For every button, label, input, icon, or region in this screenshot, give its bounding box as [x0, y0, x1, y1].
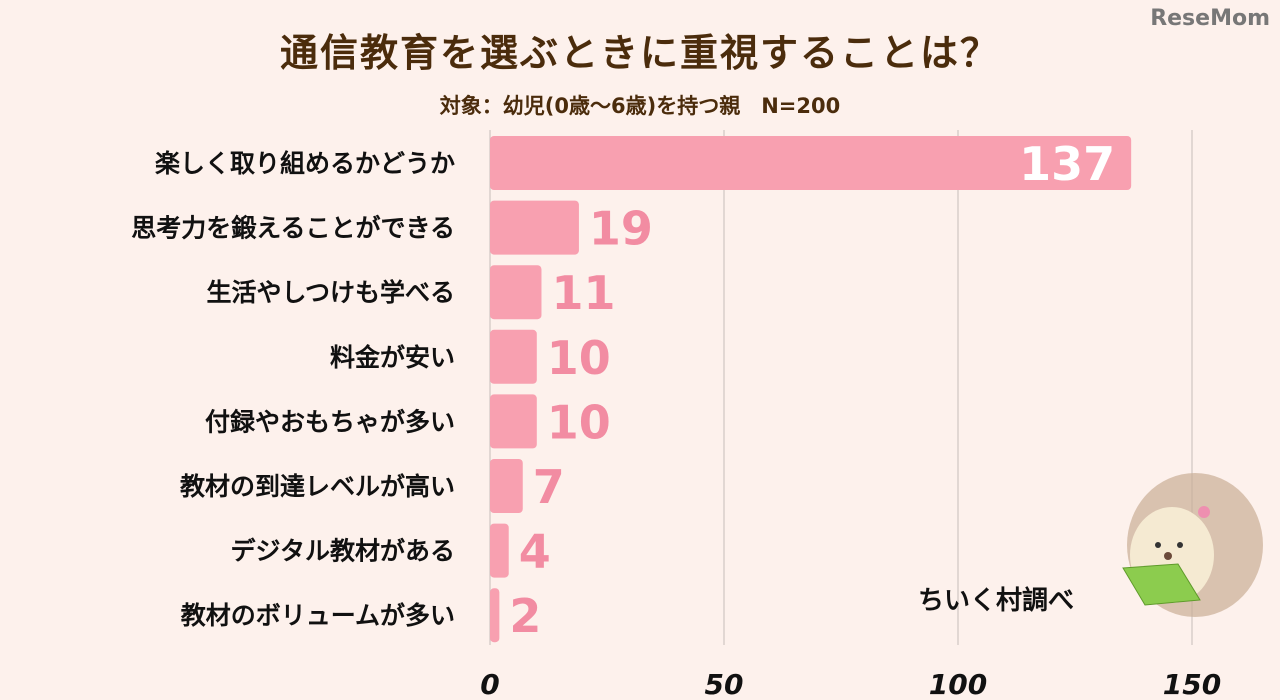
- bar: [490, 200, 579, 255]
- category-label: デジタル教材がある: [230, 537, 455, 566]
- value-label: 10: [547, 395, 611, 449]
- category-label: 料金が安い: [330, 343, 455, 372]
- category-label: 生活やしつけも学べる: [206, 278, 455, 307]
- value-label: 7: [533, 460, 565, 514]
- value-label: 4: [519, 525, 551, 579]
- category-label: 楽しく取り組めるかどうか: [155, 149, 455, 178]
- x-tick-label: 150: [1163, 668, 1221, 700]
- x-tick-label: 0: [480, 668, 499, 700]
- bar: [490, 588, 500, 643]
- chart-title: 通信教育を選ぶときに重視することは？: [279, 31, 1000, 75]
- value-label: 2: [509, 589, 541, 643]
- bar: [490, 329, 537, 384]
- resemom-logo: ReseMom: [1150, 6, 1270, 31]
- category-label: 教材のボリュームが多い: [181, 601, 455, 630]
- value-label: 10: [547, 331, 611, 385]
- category-label: 思考力を鍛えることができる: [131, 214, 455, 243]
- value-label: 19: [589, 202, 653, 256]
- bar: [490, 523, 509, 578]
- bar: [490, 394, 537, 449]
- category-label: 付録やおもちゃが多い: [205, 407, 455, 436]
- bar: [490, 136, 1132, 190]
- bar: [490, 265, 542, 320]
- bar: [490, 459, 523, 513]
- chart-subtitle: 対象：幼児(0歳～6歳)を持つ親 N=200: [439, 94, 841, 118]
- credit-text: ちいく村調べ: [918, 586, 1075, 616]
- x-tick-label: 50: [705, 668, 744, 700]
- x-tick-label: 100: [929, 668, 987, 700]
- value-label: 137: [1019, 137, 1115, 191]
- category-label: 教材の到達レベルが高い: [180, 472, 455, 501]
- value-label: 11: [551, 266, 615, 320]
